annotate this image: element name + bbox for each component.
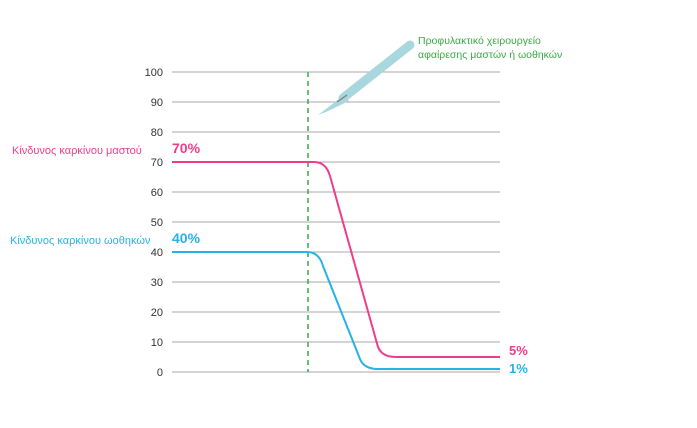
grid (172, 71, 500, 373)
series-breast-label: Κίνδυνος καρκίνου μαστού (12, 145, 142, 157)
series-ovarian-start-value: 40% (172, 230, 201, 246)
y-tick-label: 40 (151, 247, 163, 259)
series-ovarian-label: Κίνδυνος καρκίνου ωοθηκών (10, 235, 151, 247)
y-tick-label: 30 (151, 277, 163, 289)
scalpel-icon (318, 40, 415, 115)
y-tick-label: 50 (151, 217, 163, 229)
y-tick-label: 10 (151, 337, 163, 349)
series-breast-start-value: 70% (172, 140, 201, 156)
y-tick-label: 0 (157, 367, 163, 379)
series-ovarian-end-value: 1% (509, 361, 528, 376)
series-breast-line (172, 161, 500, 358)
y-tick-label: 20 (151, 307, 163, 319)
y-tick-label: 60 (151, 187, 163, 199)
series-breast-end-value: 5% (509, 343, 528, 358)
series-ovarian-line (172, 251, 500, 370)
surgery-label-line1: Προφυλακτικό χειρουργείο (418, 35, 541, 47)
y-tick-label: 90 (151, 97, 163, 109)
y-tick-label: 80 (151, 127, 163, 139)
y-tick-label: 70 (151, 157, 163, 169)
y-tick-label: 100 (145, 67, 163, 79)
surgery-label-line2: αφαίρεσης μαστών ή ωοθηκών (418, 49, 562, 61)
